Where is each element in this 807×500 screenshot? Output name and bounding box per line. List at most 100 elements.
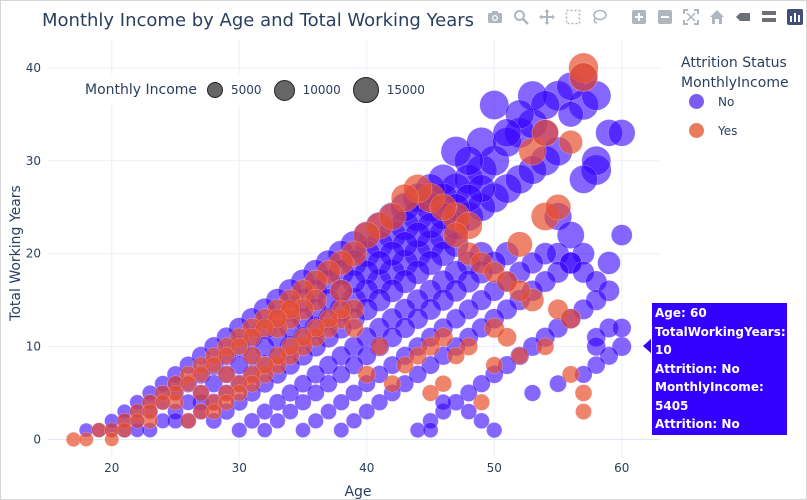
scatter-point-no[interactable] — [599, 346, 619, 366]
scatter-point-no[interactable] — [408, 365, 427, 384]
scatter-point-yes[interactable] — [544, 194, 572, 221]
scatter-point-yes[interactable] — [242, 346, 262, 366]
scatter-point-no[interactable] — [332, 393, 350, 411]
scatter-point-no[interactable] — [492, 118, 522, 148]
scatter-point-yes[interactable] — [506, 231, 533, 258]
zoom-icon[interactable] — [510, 6, 532, 28]
scatter-point-no[interactable] — [479, 90, 509, 120]
zoom-out-icon[interactable] — [654, 6, 676, 28]
scatter-point-no[interactable] — [231, 422, 248, 439]
scatter-point-yes[interactable] — [154, 394, 171, 411]
scatter-point-no[interactable] — [530, 90, 560, 120]
scatter-point-yes[interactable] — [473, 393, 490, 411]
scatter-point-yes[interactable] — [574, 384, 593, 402]
scatter-point-yes[interactable] — [78, 432, 94, 447]
scatter-point-no[interactable] — [486, 422, 503, 439]
scatter-point-yes[interactable] — [497, 327, 517, 347]
scatter-point-no[interactable] — [243, 412, 261, 429]
scatter-point-yes[interactable] — [383, 374, 401, 393]
scatter-point-yes[interactable] — [575, 403, 592, 420]
scatter-point-yes[interactable] — [443, 222, 469, 248]
scatter-point-yes[interactable] — [531, 119, 559, 147]
scatter-point-yes[interactable] — [370, 337, 389, 356]
autoscale-icon[interactable] — [680, 6, 702, 28]
legend-item-yes[interactable]: Yes — [689, 123, 737, 138]
scatter-point-yes[interactable] — [255, 318, 275, 338]
scatter-point-yes[interactable] — [561, 365, 580, 384]
scatter-point-yes[interactable] — [242, 328, 262, 347]
scatter-point-no[interactable] — [319, 374, 338, 393]
scatter-point-no[interactable] — [524, 384, 541, 402]
scatter-point-no[interactable] — [371, 393, 388, 411]
scatter-point-yes[interactable] — [116, 422, 133, 438]
scatter-point-no[interactable] — [257, 422, 273, 438]
scatter-point-no[interactable] — [333, 422, 350, 438]
scatter-point-yes[interactable] — [205, 356, 223, 374]
scatter-point-yes[interactable] — [306, 318, 326, 338]
scatter-point-no[interactable] — [306, 364, 326, 384]
plotly-logo-icon[interactable] — [784, 6, 806, 28]
scatter-point-yes[interactable] — [511, 347, 529, 365]
scatter-point-no[interactable] — [472, 374, 491, 393]
scatter-point-yes[interactable] — [217, 365, 236, 384]
scatter-point-no[interactable] — [608, 119, 636, 147]
scatter-point-yes[interactable] — [192, 384, 210, 402]
scatter-point-no[interactable] — [293, 374, 313, 393]
scatter-point-no[interactable] — [345, 412, 363, 429]
box-select-icon[interactable] — [562, 6, 584, 28]
scatter-point-no[interactable] — [587, 356, 606, 375]
scatter-point-yes[interactable] — [180, 375, 197, 392]
scatter-point-yes[interactable] — [129, 413, 145, 429]
scatter-point-yes[interactable] — [217, 347, 236, 365]
scatter-point-yes[interactable] — [496, 271, 518, 292]
scatter-point-yes[interactable] — [485, 356, 503, 374]
scatter-point-no[interactable] — [358, 403, 376, 420]
spike-lines-icon[interactable] — [732, 6, 754, 28]
scatter-point-no[interactable] — [269, 412, 286, 429]
reset-axes-icon[interactable] — [706, 6, 728, 28]
scatter-point-yes[interactable] — [558, 130, 583, 155]
scatter-point-no[interactable] — [597, 251, 621, 275]
lasso-select-icon[interactable] — [588, 6, 610, 28]
scatter-point-yes[interactable] — [268, 346, 287, 365]
scatter-point-yes[interactable] — [104, 432, 119, 447]
scatter-point-yes[interactable] — [353, 221, 381, 249]
scatter-point-yes[interactable] — [205, 403, 222, 420]
scatter-point-no[interactable] — [331, 365, 351, 384]
scatter-point-yes[interactable] — [255, 356, 274, 375]
scatter-point-no[interactable] — [344, 355, 364, 375]
scatter-point-no[interactable] — [268, 393, 287, 411]
scatter-point-no[interactable] — [282, 403, 299, 420]
scatter-point-no[interactable] — [557, 221, 585, 249]
scatter-point-no[interactable] — [612, 318, 632, 338]
scatter-point-no[interactable] — [294, 393, 312, 411]
scatter-point-no[interactable] — [454, 146, 484, 176]
scatter-point-yes[interactable] — [447, 346, 465, 365]
scatter-point-yes[interactable] — [420, 336, 441, 357]
scatter-point-no[interactable] — [459, 384, 478, 402]
scatter-point-yes[interactable] — [281, 337, 300, 356]
scatter-point-no[interactable] — [473, 412, 490, 429]
scatter-point-no[interactable] — [306, 384, 325, 402]
scatter-point-yes[interactable] — [459, 337, 478, 356]
legend-item-no[interactable]: No — [689, 94, 734, 109]
scatter-point-yes[interactable] — [434, 375, 452, 393]
scatter-point-yes[interactable] — [293, 327, 313, 347]
scatter-point-no[interactable] — [307, 412, 324, 429]
zoom-in-icon[interactable] — [628, 6, 650, 28]
scatter-point-no[interactable] — [204, 374, 223, 393]
scatter-point-no[interactable] — [460, 403, 477, 420]
scatter-point-yes[interactable] — [65, 431, 82, 447]
scatter-point-yes[interactable] — [408, 346, 427, 365]
scatter-point-yes[interactable] — [142, 403, 158, 420]
scatter-point-no[interactable] — [256, 403, 274, 420]
compare-hover-icon[interactable] — [758, 6, 780, 28]
scatter-point-no[interactable] — [569, 165, 598, 194]
scatter-point-no[interactable] — [557, 101, 584, 128]
scatter-point-yes[interactable] — [218, 393, 235, 411]
scatter-point-yes[interactable] — [560, 308, 581, 329]
scatter-point-yes[interactable] — [378, 202, 406, 230]
scatter-point-yes[interactable] — [536, 337, 555, 356]
scatter-point-yes[interactable] — [192, 366, 210, 383]
